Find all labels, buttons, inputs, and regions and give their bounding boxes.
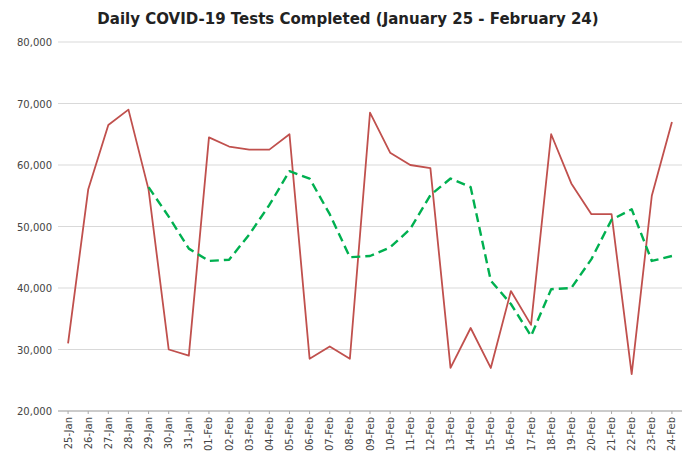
x-tick-label: 17-Feb <box>526 417 537 451</box>
y-tick-label: 20,000 <box>17 406 52 417</box>
y-axis: 20,000 30,000 40,000 50,000 60,000 70,000 80,0… <box>17 37 682 417</box>
x-tick <box>168 411 169 414</box>
x-tick-label: 28-Jan <box>123 417 134 449</box>
x-tick-label: 27-Jan <box>103 417 114 449</box>
x-tick <box>68 411 69 414</box>
x-tick <box>289 411 290 414</box>
x-tick-label: 14-Feb <box>465 417 476 451</box>
x-tick-label: 11-Feb <box>405 417 416 451</box>
x-tick <box>208 411 209 414</box>
x-tick-label: 04-Feb <box>264 417 275 451</box>
y-tick-label: 80,000 <box>17 37 52 48</box>
x-tick <box>510 411 511 414</box>
x-tick-label: 13-Feb <box>445 417 456 451</box>
x-tick <box>611 411 612 414</box>
x-tick-label: 30-Jan <box>163 417 174 449</box>
title: Daily COVID-19 Tests Completed (January … <box>97 10 598 28</box>
x-tick <box>410 411 411 414</box>
x-tick-label: 21-Feb <box>606 417 617 451</box>
x-tick-label: 06-Feb <box>304 417 315 451</box>
x-tick-label: 16-Feb <box>505 417 516 451</box>
x-tick-label: 23-Feb <box>646 417 657 451</box>
grid-line <box>58 226 682 227</box>
x-tick <box>148 411 149 414</box>
grid-line <box>58 103 682 104</box>
x-tick <box>490 411 491 414</box>
x-tick-label: 29-Jan <box>143 417 154 449</box>
x-tick <box>370 411 371 414</box>
x-tick-label: 19-Feb <box>566 417 577 451</box>
x-axis: 25-Jan 26-Jan 27-Jan 28-Jan 29-Jan 30-Jan 31-J… <box>58 411 682 451</box>
x-tick <box>470 411 471 414</box>
x-tick <box>671 411 672 414</box>
x-tick <box>531 411 532 414</box>
x-tick-label: 15-Feb <box>485 417 496 451</box>
y-tick-label: 30,000 <box>17 345 52 356</box>
x-tick <box>128 411 129 414</box>
x-tick <box>591 411 592 414</box>
x-tick-label: 12-Feb <box>425 417 436 451</box>
x-tick <box>309 411 310 414</box>
series-line <box>149 171 672 336</box>
x-tick-label: 31-Jan <box>183 417 194 449</box>
x-tick-label: 25-Jan <box>63 417 74 449</box>
grid-line <box>58 165 682 166</box>
x-tick <box>249 411 250 414</box>
x-tick <box>450 411 451 414</box>
x-tick <box>329 411 330 414</box>
series-line <box>68 110 672 374</box>
x-tick <box>631 411 632 414</box>
x-tick <box>571 411 572 414</box>
x-tick-label: 24-Feb <box>666 417 677 451</box>
grid-line <box>58 288 682 289</box>
x-tick-label: 01-Feb <box>203 417 214 451</box>
x-tick <box>551 411 552 414</box>
y-tick-label: 60,000 <box>17 160 52 171</box>
x-tick-label: 07-Feb <box>324 417 335 451</box>
x-tick <box>108 411 109 414</box>
x-tick <box>651 411 652 414</box>
y-tick-label: 40,000 <box>17 283 52 294</box>
y-tick-label: 70,000 <box>17 99 52 110</box>
x-tick-label: 08-Feb <box>344 417 355 451</box>
grid-line <box>58 349 682 350</box>
x-tick <box>188 411 189 414</box>
y-tick-label: 50,000 <box>17 222 52 233</box>
x-tick-label: 20-Feb <box>586 417 597 451</box>
x-tick <box>88 411 89 414</box>
x-tick-label: 26-Jan <box>83 417 94 449</box>
plot-area <box>68 110 672 374</box>
x-tick-label: 05-Feb <box>284 417 295 451</box>
x-tick <box>349 411 350 414</box>
x-tick <box>229 411 230 414</box>
x-tick <box>269 411 270 414</box>
x-tick-label: 02-Feb <box>224 417 235 451</box>
x-tick-label: 10-Feb <box>385 417 396 451</box>
grid-line <box>58 42 682 43</box>
x-tick <box>390 411 391 414</box>
x-tick-label: 03-Feb <box>244 417 255 451</box>
chart: Daily COVID-19 Tests Completed (January … <box>0 0 696 463</box>
x-tick-label: 18-Feb <box>546 417 557 451</box>
x-tick <box>430 411 431 414</box>
x-tick-label: 09-Feb <box>365 417 376 451</box>
x-tick-label: 22-Feb <box>626 417 637 451</box>
